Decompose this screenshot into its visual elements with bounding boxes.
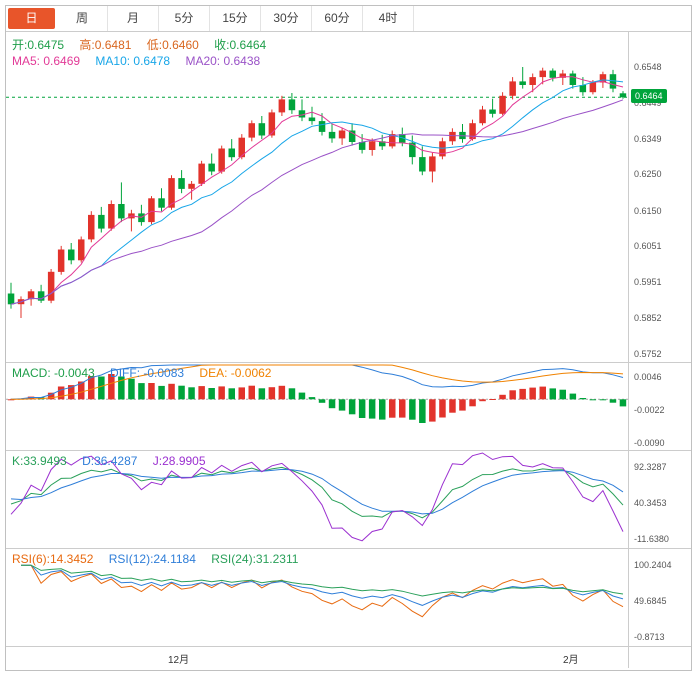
rsi12-value: RSI(12):24.1184	[108, 552, 196, 566]
ma-readout: MA5: 0.6469 MA10: 0.6478 MA20: 0.6438	[12, 54, 272, 68]
chart-area: 开:0.6475 高:0.6481 低:0.6460 收:0.6464 MA5:…	[6, 32, 691, 668]
macd-axis: 0.0046 -0.0022 -0.0090	[628, 362, 691, 450]
tab-15min[interactable]: 15分	[210, 6, 261, 31]
macd-pane[interactable]: MACD: -0.0043 DIFF: -0.0083 DEA: -0.0062	[6, 362, 628, 450]
axis-label: -0.0022	[634, 405, 665, 415]
axis-label: 0.6250	[634, 169, 662, 179]
tab-5min[interactable]: 5分	[159, 6, 210, 31]
price-pane[interactable]: 开:0.6475 高:0.6481 低:0.6460 收:0.6464 MA5:…	[6, 32, 628, 362]
tab-month[interactable]: 月	[108, 6, 159, 31]
time-axis: 12月 2月	[6, 646, 628, 668]
axis-label: 40.3453	[634, 498, 667, 508]
axis-label: 100.2404	[634, 560, 672, 570]
low-value: 低:0.6460	[146, 38, 199, 52]
month-label: 2月	[563, 655, 579, 666]
candlestick-chart-canvas[interactable]	[6, 32, 628, 362]
ohlc-readout: 开:0.6475 高:0.6481 低:0.6460 收:0.6464	[12, 36, 278, 53]
axis-label: 0.5852	[634, 313, 662, 323]
tab-day[interactable]: 日	[8, 8, 55, 29]
rsi-readout: RSI(6):14.3452 RSI(12):24.1184 RSI(24):3…	[12, 552, 310, 566]
tab-30min[interactable]: 30分	[261, 6, 312, 31]
rsi-axis: 100.2404 49.6845 -0.8713	[628, 548, 691, 646]
ma20-value: MA20: 0.6438	[185, 54, 261, 68]
tab-week[interactable]: 周	[57, 6, 108, 31]
axis-label: -0.8713	[634, 632, 665, 642]
current-price-badge: 0.6464	[631, 89, 667, 103]
k-value: K:33.9493	[12, 454, 67, 468]
macd-chart-canvas[interactable]	[6, 363, 628, 450]
axis-label: 0.6548	[634, 62, 662, 72]
axis-label: 0.5951	[634, 277, 662, 287]
ma5-value: MA5: 0.6469	[12, 54, 81, 68]
axis-label: 92.3287	[634, 462, 667, 472]
diff-value: DIFF: -0.0083	[110, 366, 185, 380]
time-axis-corner	[628, 646, 691, 668]
d-value: D:36.4287	[82, 454, 138, 468]
kdj-readout: K:33.9493 D:36.4287 J:28.9905	[12, 454, 218, 468]
ma10-value: MA10: 0.6478	[95, 54, 171, 68]
kdj-pane[interactable]: K:33.9493 D:36.4287 J:28.9905	[6, 450, 628, 548]
dea-value: DEA: -0.0062	[199, 366, 272, 380]
kdj-axis: 92.3287 40.3453 -11.6380	[628, 450, 691, 548]
axis-label: 0.6449	[634, 98, 662, 108]
kdj-chart-canvas[interactable]	[6, 451, 628, 548]
axis-label: -0.0090	[634, 438, 665, 448]
rsi-pane[interactable]: RSI(6):14.3452 RSI(12):24.1184 RSI(24):3…	[6, 548, 628, 646]
axis-label: 0.6150	[634, 206, 662, 216]
macd-value: MACD: -0.0043	[12, 366, 95, 380]
axis-label: 0.6349	[634, 134, 662, 144]
high-value: 高:0.6481	[79, 38, 132, 52]
axis-label: 49.6845	[634, 596, 667, 606]
macd-readout: MACD: -0.0043 DIFF: -0.0083 DEA: -0.0062	[12, 366, 283, 380]
month-label: 12月	[168, 655, 190, 666]
tab-4hour[interactable]: 4时	[363, 6, 414, 31]
trading-chart-window: 日 周 月 5分 15分 30分 60分 4时 开:0.6475 高:0.648…	[5, 5, 692, 671]
axis-label: -11.6380	[634, 534, 669, 544]
axis-label: 0.0046	[634, 372, 662, 382]
rsi-chart-canvas[interactable]	[6, 549, 628, 646]
rsi6-value: RSI(6):14.3452	[12, 552, 94, 566]
price-axis: 0.6548 0.6449 0.6349 0.6250 0.6150 0.6051 0.59…	[628, 32, 691, 362]
axis-label: 0.6051	[634, 241, 662, 251]
close-value: 收:0.6464	[214, 38, 267, 52]
j-value: J:28.9905	[152, 454, 206, 468]
timeframe-toolbar: 日 周 月 5分 15分 30分 60分 4时	[6, 6, 691, 32]
rsi24-value: RSI(24):31.2311	[211, 552, 299, 566]
open-value: 开:0.6475	[12, 38, 65, 52]
axis-label: 0.5752	[634, 349, 662, 359]
tab-60min[interactable]: 60分	[312, 6, 363, 31]
